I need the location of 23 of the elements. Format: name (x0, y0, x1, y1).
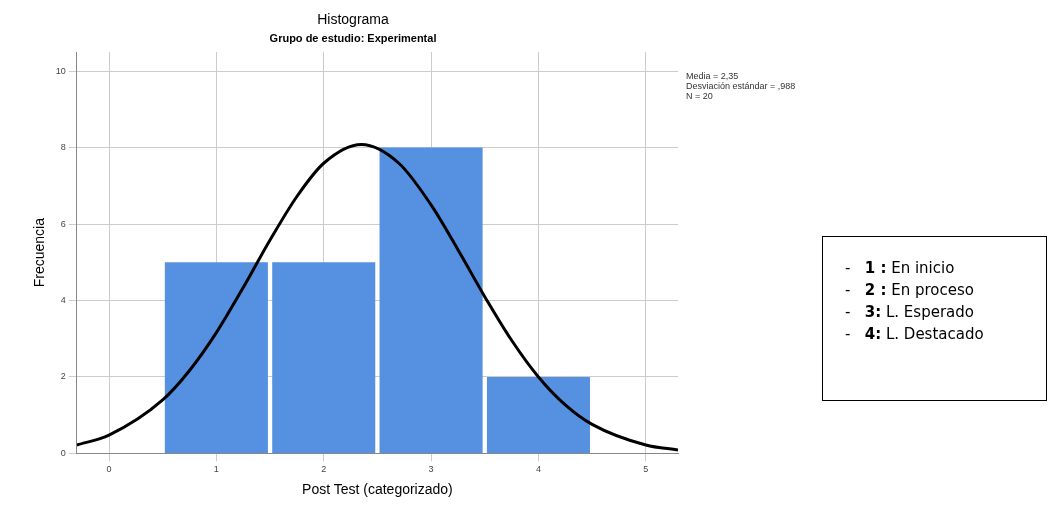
y-axis-title: Frecuencia (31, 217, 48, 288)
x-tick-label: 3 (428, 464, 434, 475)
x-tick-label: 0 (106, 464, 112, 475)
x-axis-title: Post Test (categorizado) (302, 481, 453, 498)
text: - 3: L. Esperado (845, 303, 974, 321)
x-tick-label: 1 (213, 464, 219, 475)
text: - 4: L. Destacado (845, 325, 984, 343)
y-tick-label: 6 (60, 218, 66, 229)
y-tick-label: 8 (60, 142, 66, 153)
x-tick-label: 2 (321, 464, 327, 475)
y-tick-label: 2 (60, 371, 66, 382)
y-tick-label: 10 (55, 65, 66, 76)
chart-subtitle: Grupo de estudio: Experimental (269, 32, 437, 45)
y-tick-label: 4 (60, 294, 66, 305)
x-tick-label: 4 (535, 464, 541, 475)
text: - 1 : En inicio (845, 259, 955, 277)
text: Media = 2,35 (686, 70, 739, 81)
text: - 2 : En proceso (845, 281, 974, 299)
text: N = 20 (686, 90, 713, 101)
text: Desviación estándar = ,988 (686, 80, 796, 91)
x-tick-label: 5 (643, 464, 649, 475)
y-tick-label: 0 (60, 447, 66, 458)
chart-title: Histograma (317, 11, 389, 28)
